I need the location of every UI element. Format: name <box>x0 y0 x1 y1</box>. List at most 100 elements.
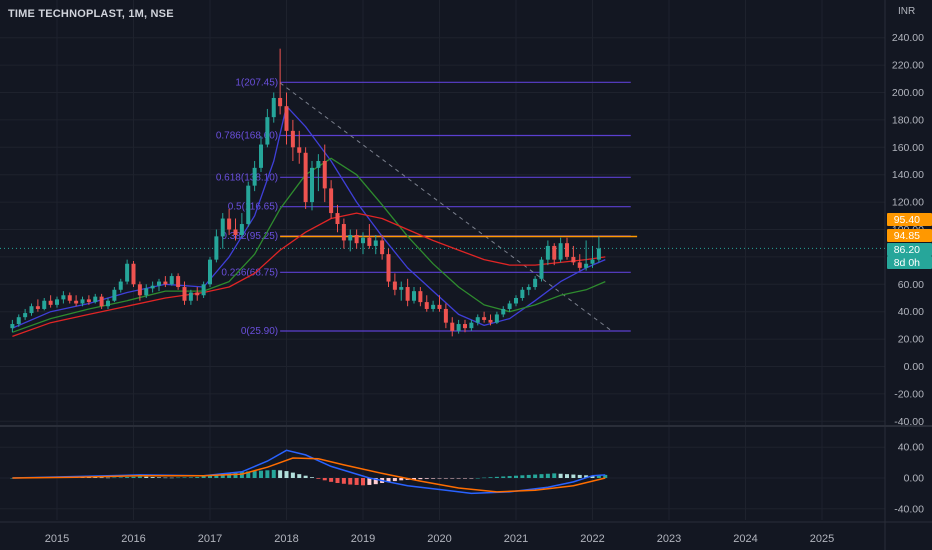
candle <box>99 293 104 309</box>
macd-histogram-bar <box>118 477 123 478</box>
candle-body <box>93 296 98 303</box>
candle-body <box>501 308 506 315</box>
macd-histogram-bar <box>316 478 321 479</box>
candle-body <box>386 254 391 282</box>
candle <box>118 278 123 293</box>
candle-body <box>545 245 550 260</box>
candle-body <box>310 167 314 203</box>
macd-histogram-bar <box>558 473 563 478</box>
candle-body <box>23 313 28 318</box>
candle-body <box>418 291 423 303</box>
candle <box>552 243 557 266</box>
candle-body <box>348 234 353 241</box>
candle-body <box>55 299 59 305</box>
candle-body <box>533 278 538 288</box>
candle <box>214 229 219 263</box>
candle <box>188 289 193 305</box>
axes[interactable]: 240.00 220.00 200.00 180.00 160.00 140.00 120.… <box>45 32 924 545</box>
candle <box>252 161 257 192</box>
time-tick-label: 2017 <box>198 533 222 545</box>
candle <box>176 273 181 290</box>
candle-body <box>106 300 110 307</box>
candle-body <box>169 276 174 285</box>
macd-histogram-bar <box>214 474 219 478</box>
macd-histogram-bar <box>590 475 595 478</box>
price-tick-label: 20.00 <box>898 334 924 346</box>
candle <box>361 232 365 255</box>
macd-tick-label: 40.00 <box>898 442 924 454</box>
fib-level-label: 0.786(168.60) <box>216 131 278 142</box>
macd-histogram-bar <box>494 476 499 478</box>
macd-histogram-bar <box>552 473 557 478</box>
price-tick-label: 180.00 <box>892 114 924 126</box>
candle-body <box>259 144 263 168</box>
candle-body <box>99 296 104 307</box>
candle <box>195 287 200 301</box>
candle-body <box>278 97 283 107</box>
candle <box>316 154 321 192</box>
candle <box>584 240 589 271</box>
candle <box>469 319 474 331</box>
macd-histogram-bar <box>93 477 98 478</box>
macd-histogram-bar <box>469 478 474 479</box>
macd-histogram-bar <box>596 475 601 478</box>
macd-histogram-bar <box>361 478 365 486</box>
macd-histogram-bar <box>354 478 359 485</box>
candle <box>456 319 461 334</box>
macd-histogram-bar <box>150 477 155 478</box>
candle-body <box>137 284 142 296</box>
price-tick-label: 220.00 <box>892 60 924 72</box>
macd-histogram-bar <box>131 476 136 478</box>
candle <box>278 48 283 115</box>
price-label-bg <box>887 213 932 226</box>
candle <box>380 234 385 260</box>
macd-histogram-bar <box>603 474 608 478</box>
candle-body <box>380 240 385 255</box>
fib-level-label: 0.236(68.75) <box>221 267 278 278</box>
candle <box>335 204 340 233</box>
candle-body <box>214 236 219 260</box>
macd-histogram-bar <box>137 476 142 478</box>
candle <box>514 295 518 307</box>
candle-body <box>125 263 130 282</box>
candle <box>86 295 91 305</box>
candle-body <box>265 117 270 145</box>
macd-histogram-bar <box>182 477 187 478</box>
macd-histogram-bar <box>482 477 487 479</box>
candle-body <box>201 284 206 296</box>
candle-body <box>297 147 302 153</box>
candle <box>227 208 232 235</box>
candle-body <box>431 304 436 309</box>
macd-signal-line <box>12 457 606 493</box>
candle-body <box>35 306 40 309</box>
macd-histogram-bar <box>125 477 130 478</box>
candle-body <box>118 281 123 290</box>
macd-histogram-bar <box>367 478 372 485</box>
candle-body <box>163 281 168 285</box>
candle-body <box>29 306 34 314</box>
candle <box>482 311 487 323</box>
candle <box>239 213 244 238</box>
candle <box>125 259 130 285</box>
fibonacci-retracement[interactable]: 1(207.45) 0.786(168.60) 0.618(138.10) 0.5(1… <box>216 77 631 337</box>
macd-histogram-bar <box>424 478 429 479</box>
candle-body <box>354 234 359 244</box>
candle <box>220 213 225 249</box>
candle <box>494 311 499 325</box>
macd-histogram-bar <box>329 478 334 482</box>
price-tick-label: 240.00 <box>892 32 924 44</box>
candle <box>520 287 525 301</box>
macd-histogram-bar <box>169 477 174 479</box>
descending-trendline <box>279 82 612 332</box>
candle-body <box>86 299 91 303</box>
price-tick-label: 120.00 <box>892 197 924 209</box>
symbol-title[interactable]: TIME TECHNOPLAST, 1M, NSE <box>8 8 174 20</box>
candle <box>201 281 206 298</box>
candle-body <box>246 185 251 225</box>
candle-body <box>596 248 601 260</box>
trend-lines[interactable] <box>0 82 885 332</box>
macd-tick-label: 0.00 <box>904 473 925 485</box>
candle-body <box>475 317 480 323</box>
